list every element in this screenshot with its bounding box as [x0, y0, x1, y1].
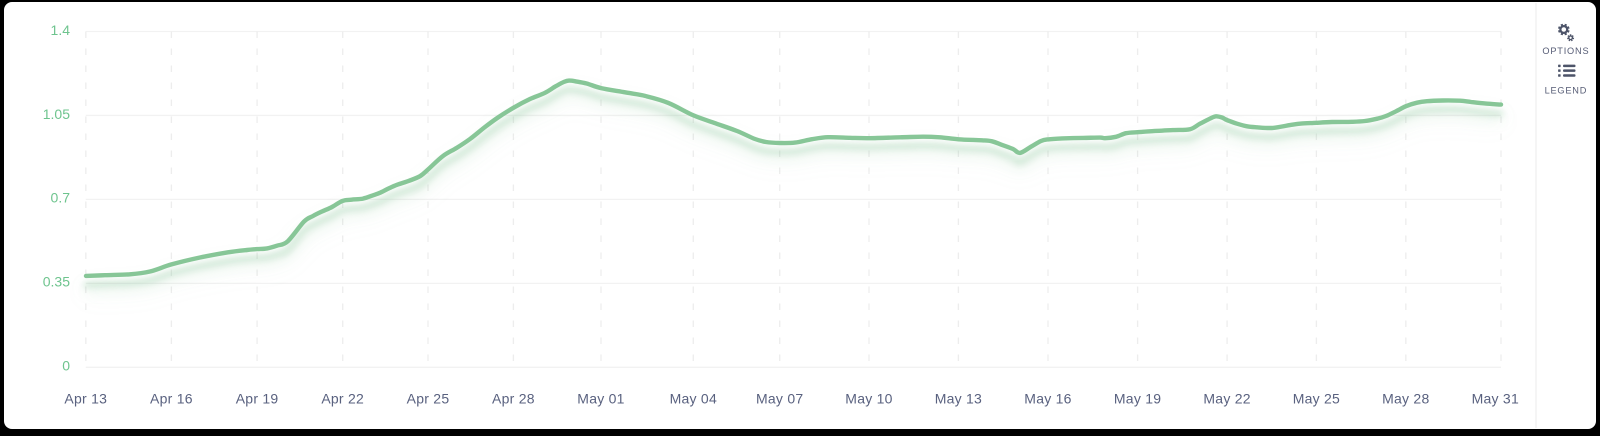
svg-text:May 10: May 10: [845, 391, 892, 407]
svg-text:May 01: May 01: [577, 391, 624, 407]
svg-text:OPTIONS: OPTIONS: [1542, 46, 1589, 56]
svg-text:May 04: May 04: [670, 391, 717, 407]
svg-text:Apr 16: Apr 16: [150, 391, 193, 407]
svg-text:May 13: May 13: [935, 391, 982, 407]
svg-text:May 25: May 25: [1293, 391, 1340, 407]
svg-text:Apr 13: Apr 13: [64, 391, 107, 407]
svg-text:1.4: 1.4: [51, 22, 71, 38]
svg-text:May 31: May 31: [1472, 391, 1519, 407]
svg-text:Apr 28: Apr 28: [492, 391, 535, 407]
svg-text:May 16: May 16: [1024, 391, 1071, 407]
svg-text:Apr 25: Apr 25: [407, 391, 450, 407]
svg-text:0: 0: [62, 358, 70, 374]
svg-text:May 07: May 07: [756, 391, 803, 407]
svg-text:Apr 19: Apr 19: [236, 391, 279, 407]
svg-text:May 28: May 28: [1382, 391, 1429, 407]
svg-text:0.35: 0.35: [43, 274, 70, 290]
svg-text:May 19: May 19: [1114, 391, 1161, 407]
svg-text:LEGEND: LEGEND: [1545, 85, 1588, 95]
svg-text:May 22: May 22: [1203, 391, 1250, 407]
svg-text:0.7: 0.7: [51, 190, 71, 206]
svg-text:Apr 22: Apr 22: [321, 391, 364, 407]
svg-text:1.05: 1.05: [43, 106, 70, 122]
